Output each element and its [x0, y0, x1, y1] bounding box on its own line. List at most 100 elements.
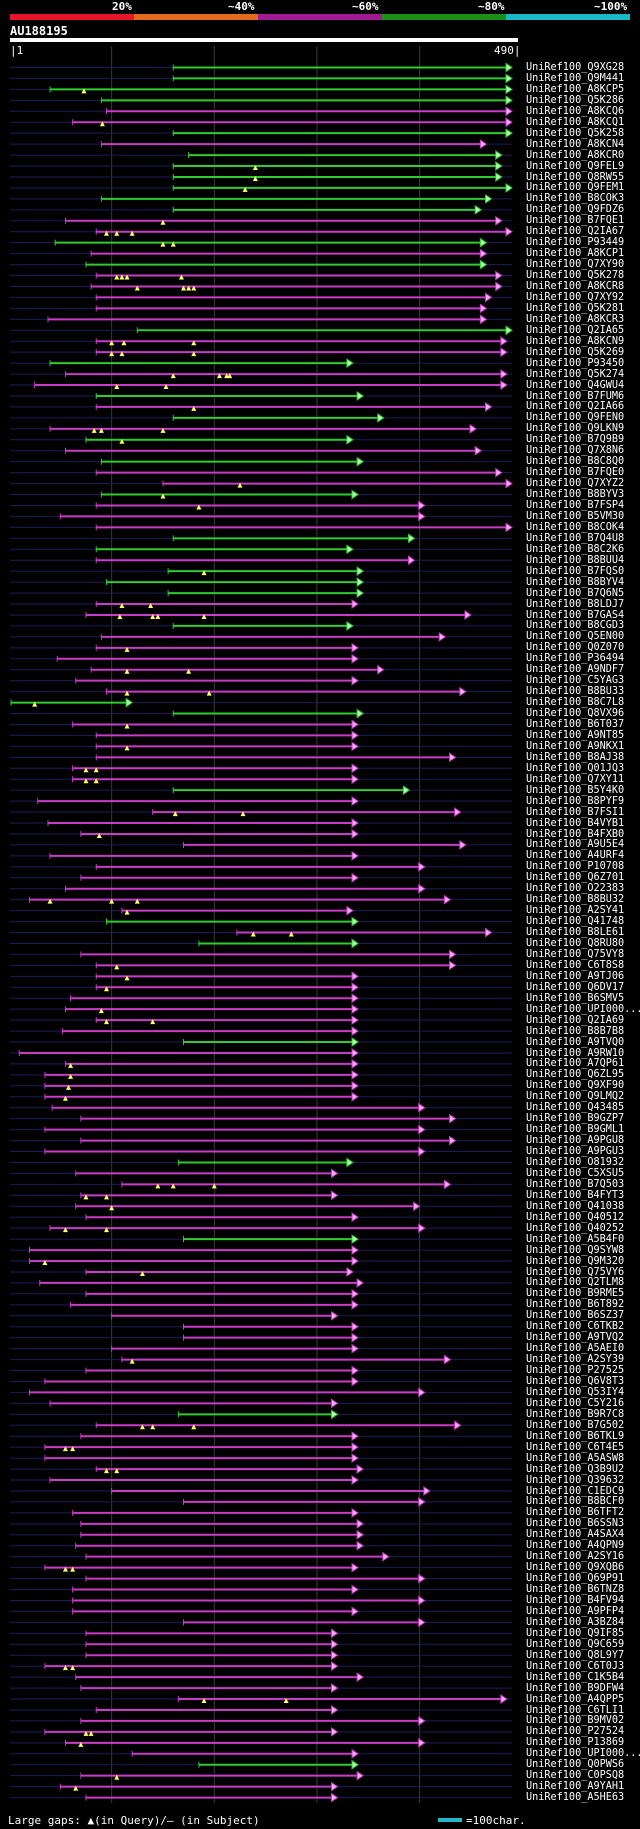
- hit-label[interactable]: UniRef100_B7Q503: [526, 1178, 625, 1190]
- hit-label[interactable]: UniRef100_Q5K286: [526, 94, 625, 106]
- hit-label[interactable]: UniRef100_A2SY16: [526, 1551, 625, 1563]
- hit-label[interactable]: UniRef100_Q9LKN9: [526, 423, 625, 435]
- hit-label[interactable]: UniRef100_C5Y216: [526, 1397, 625, 1409]
- hit-label[interactable]: UniRef100_B7FUM6: [526, 390, 625, 402]
- hit-label[interactable]: UniRef100_Q0Z070: [526, 642, 625, 654]
- hit-label[interactable]: UniRef100_B6SZ37: [526, 1310, 625, 1322]
- hit-label[interactable]: UniRef100_B9GZP7: [526, 1113, 625, 1125]
- hit-label[interactable]: UniRef100_A3BZ84: [526, 1616, 625, 1628]
- hit-label[interactable]: UniRef100_B7FQE1: [526, 215, 625, 227]
- hit-label[interactable]: UniRef100_Q9XF90: [526, 1080, 625, 1092]
- hit-label[interactable]: UniRef100_B8C8Q0: [526, 456, 625, 468]
- hit-label[interactable]: UniRef100_O22383: [526, 883, 625, 895]
- hit-label[interactable]: UniRef100_Q6V8T3: [526, 1376, 625, 1387]
- hit-label[interactable]: UniRef100_Q7XY90: [526, 259, 625, 271]
- hit-label[interactable]: UniRef100_A9U5E4: [526, 839, 625, 851]
- hit-label[interactable]: UniRef100_Q9M320: [526, 1255, 625, 1267]
- hit-label[interactable]: UniRef100_B7Q4U8: [526, 532, 625, 544]
- hit-label[interactable]: UniRef100_A5AEI0: [526, 1343, 625, 1355]
- hit-label[interactable]: UniRef100_Q9C659: [526, 1638, 625, 1650]
- hit-label[interactable]: UniRef100_Q6ZL95: [526, 1069, 625, 1081]
- hit-label[interactable]: UniRef100_Q8L9Y7: [526, 1649, 625, 1661]
- hit-label[interactable]: UniRef100_Q75VY6: [526, 1266, 625, 1278]
- hit-label[interactable]: UniRef100_Q01JQ3: [526, 762, 625, 774]
- hit-label[interactable]: UniRef100_Q7XYZ2: [526, 478, 625, 490]
- hit-label[interactable]: UniRef100_B8B7B8: [526, 1025, 625, 1037]
- hit-label[interactable]: UniRef100_Q9IF85: [526, 1627, 625, 1639]
- hit-label[interactable]: UniRef100_B6TNZ8: [526, 1584, 625, 1596]
- hit-label[interactable]: UniRef100_B5Y4K0: [526, 784, 625, 796]
- hit-label[interactable]: UniRef100_C1EDC9: [526, 1485, 625, 1497]
- hit-label[interactable]: UniRef100_A9YAH1: [526, 1781, 625, 1793]
- hit-label[interactable]: UniRef100_A8KCP1: [526, 248, 625, 260]
- hit-label[interactable]: UniRef100_Q43485: [526, 1102, 625, 1114]
- hit-label[interactable]: UniRef100_Q2IA69: [526, 1014, 625, 1026]
- hit-label[interactable]: UniRef100_B7Q6N5: [526, 587, 625, 599]
- hit-label[interactable]: UniRef100_Q8VX96: [526, 708, 625, 720]
- hit-label[interactable]: UniRef100_A7QP61: [526, 1058, 625, 1070]
- hit-label[interactable]: UniRef100_C6T0J3: [526, 1660, 625, 1672]
- hit-label[interactable]: UniRef100_A9NDF7: [526, 664, 625, 676]
- hit-label[interactable]: UniRef100_A8KCQ1: [526, 116, 625, 128]
- hit-label[interactable]: UniRef100_Q9FEL9: [526, 160, 625, 172]
- hit-label[interactable]: UniRef100_B8CGD3: [526, 620, 625, 632]
- hit-label[interactable]: UniRef100_B8BU33: [526, 686, 625, 698]
- hit-label[interactable]: UniRef100_B8PYF9: [526, 795, 625, 807]
- hit-label[interactable]: UniRef100_Q53IY4: [526, 1386, 625, 1398]
- hit-label[interactable]: UniRef100_B8COK4: [526, 521, 625, 533]
- hit-label[interactable]: UniRef100_B6TFT2: [526, 1507, 625, 1519]
- hit-label[interactable]: UniRef100_Q2IA65: [526, 324, 625, 336]
- hit-label[interactable]: UniRef100_B6SMV5: [526, 992, 625, 1004]
- hit-label[interactable]: UniRef100_B9RME5: [526, 1288, 625, 1300]
- hit-label[interactable]: UniRef100_A5B4F0: [526, 1233, 625, 1245]
- hit-label[interactable]: UniRef100_C5YAG3: [526, 675, 625, 687]
- hit-label[interactable]: UniRef100_UPI000...: [526, 1748, 640, 1760]
- hit-label[interactable]: UniRef100_Q9FEM1: [526, 182, 625, 194]
- hit-label[interactable]: UniRef100_A9TJ06: [526, 970, 625, 982]
- hit-label[interactable]: UniRef100_B4FXB0: [526, 828, 625, 840]
- hit-label[interactable]: UniRef100_A5ASW8: [526, 1452, 625, 1464]
- hit-label[interactable]: UniRef100_A8KCP5: [526, 83, 625, 95]
- hit-label[interactable]: UniRef100_C1K5B4: [526, 1671, 625, 1683]
- hit-label[interactable]: UniRef100_A9RW10: [526, 1047, 625, 1059]
- hit-label[interactable]: UniRef100_P93450: [526, 357, 625, 369]
- hit-label[interactable]: UniRef100_B6T037: [526, 719, 625, 730]
- hit-label[interactable]: UniRef100_UPI000...: [526, 1003, 640, 1015]
- hit-label[interactable]: UniRef100_A9PFP4: [526, 1605, 625, 1617]
- hit-label[interactable]: UniRef100_B8BUU4: [526, 554, 625, 566]
- hit-label[interactable]: UniRef100_P27525: [526, 1365, 625, 1377]
- hit-label[interactable]: UniRef100_A8KCR0: [526, 149, 625, 161]
- hit-label[interactable]: UniRef100_A8KCN9: [526, 335, 625, 347]
- hit-label[interactable]: UniRef100_C5XSU5: [526, 1167, 625, 1179]
- hit-label[interactable]: UniRef100_Q9XQB6: [526, 1562, 625, 1574]
- hit-label[interactable]: UniRef100_Q4GWU4: [526, 379, 625, 391]
- hit-label[interactable]: UniRef100_Q5K258: [526, 127, 625, 139]
- hit-label[interactable]: UniRef100_C6T8S8: [526, 959, 625, 971]
- hit-label[interactable]: UniRef100_B8AJ38: [526, 751, 625, 763]
- hit-label[interactable]: UniRef100_Q5EN00: [526, 631, 625, 643]
- hit-label[interactable]: UniRef100_B8C7L8: [526, 697, 625, 709]
- hit-label[interactable]: UniRef100_Q9FEN0: [526, 412, 625, 424]
- hit-label[interactable]: UniRef100_A9TVQ2: [526, 1332, 625, 1344]
- hit-label[interactable]: UniRef100_Q5K269: [526, 346, 625, 358]
- hit-label[interactable]: UniRef100_C6T4E5: [526, 1441, 625, 1453]
- hit-label[interactable]: UniRef100_Q6DV17: [526, 981, 625, 993]
- hit-label[interactable]: UniRef100_Q9SYW8: [526, 1244, 625, 1256]
- hit-label[interactable]: UniRef100_Q5K278: [526, 270, 625, 282]
- hit-label[interactable]: UniRef100_A8KCQ6: [526, 105, 625, 117]
- hit-label[interactable]: UniRef100_Q69P91: [526, 1573, 625, 1585]
- hit-label[interactable]: UniRef100_Q40252: [526, 1222, 625, 1234]
- hit-label[interactable]: UniRef100_Q9XG28: [526, 62, 625, 73]
- hit-label[interactable]: UniRef100_A2SY39: [526, 1354, 625, 1366]
- hit-label[interactable]: UniRef100_Q5K281: [526, 302, 625, 314]
- hit-label[interactable]: UniRef100_A9TVQ0: [526, 1036, 625, 1048]
- hit-label[interactable]: UniRef100_P13869: [526, 1737, 625, 1749]
- hit-label[interactable]: UniRef100_B6T892: [526, 1299, 625, 1311]
- hit-label[interactable]: UniRef100_Q9LMQ2: [526, 1091, 625, 1103]
- hit-label[interactable]: UniRef100_P93449: [526, 237, 625, 249]
- hit-label[interactable]: UniRef100_B9DFW4: [526, 1682, 625, 1694]
- hit-label[interactable]: UniRef100_B7FQS0: [526, 565, 625, 577]
- hit-label[interactable]: UniRef100_B6SSN3: [526, 1518, 625, 1530]
- hit-label[interactable]: UniRef100_Q8RW55: [526, 171, 625, 183]
- hit-label[interactable]: UniRef100_Q41748: [526, 916, 625, 928]
